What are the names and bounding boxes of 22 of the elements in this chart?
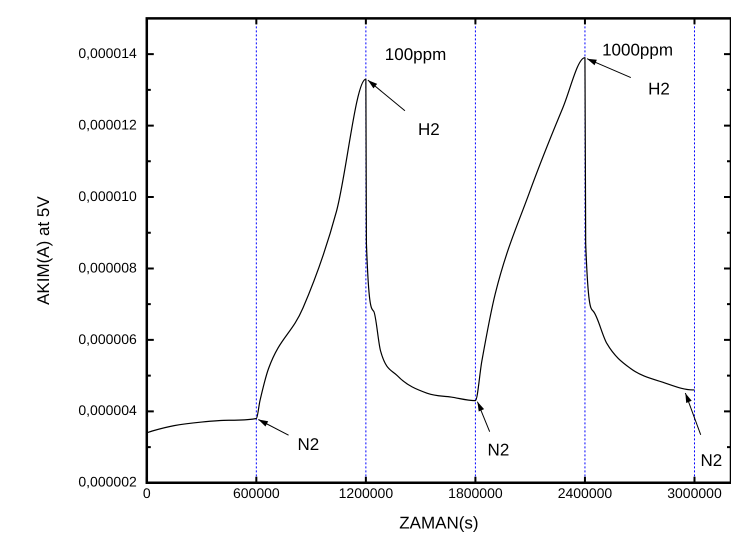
y-axis-title: AKIM(A) at 5V <box>34 196 53 305</box>
x-tick-label: 600000 <box>232 485 280 502</box>
annotation: H2 <box>418 120 440 139</box>
x-tick-label: 1200000 <box>338 485 394 502</box>
y-tick-label: 0,000012 <box>78 116 137 132</box>
x-axis-title: ZAMAN(s) <box>399 513 479 532</box>
annotation: 100ppm <box>384 45 446 64</box>
annotation: N2 <box>297 435 320 454</box>
y-tick-label: 0,000010 <box>78 188 137 204</box>
y-tick-label: 0,000008 <box>78 259 137 276</box>
x-tick-label: 2400000 <box>558 485 612 502</box>
y-tick-label: 0,000014 <box>78 44 137 61</box>
x-tick-label: 0 <box>142 485 151 502</box>
annotation: H2 <box>648 79 670 98</box>
y-tick-label: 0,000002 <box>78 474 137 490</box>
y-tick-label: 0,000006 <box>78 330 137 347</box>
x-tick-label: 1800000 <box>448 485 503 502</box>
annotation: N2 <box>488 440 510 460</box>
annotation: N2 <box>700 450 722 470</box>
y-tick-label: 0,000004 <box>78 402 137 418</box>
annotation: 1000ppm <box>602 40 673 60</box>
x-tick-label: 3000000 <box>667 485 722 502</box>
